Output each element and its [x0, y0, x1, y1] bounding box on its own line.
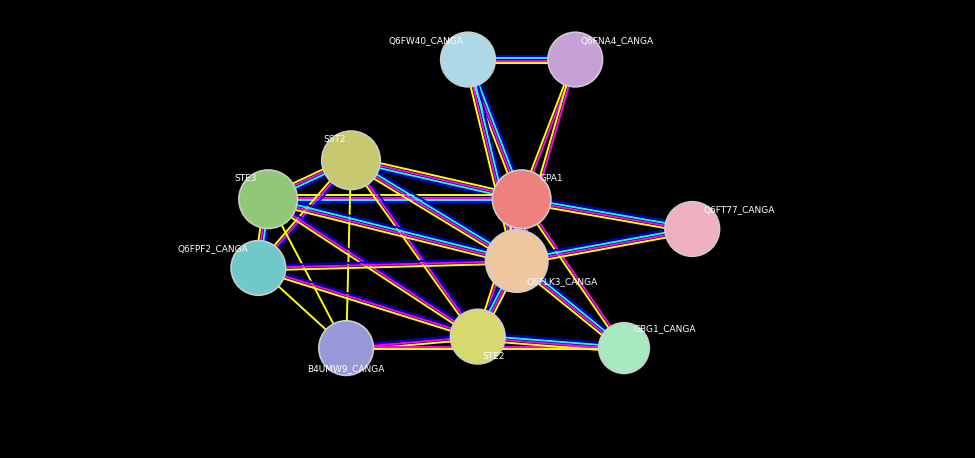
Ellipse shape [231, 240, 286, 295]
Text: STE3: STE3 [234, 174, 256, 183]
Ellipse shape [319, 321, 373, 376]
Text: Q6FT77_CANGA: Q6FT77_CANGA [704, 205, 775, 214]
Ellipse shape [599, 323, 649, 373]
Text: Q6FPF2_CANGA: Q6FPF2_CANGA [177, 244, 249, 253]
Ellipse shape [486, 230, 548, 292]
Ellipse shape [441, 32, 495, 87]
Ellipse shape [665, 202, 720, 256]
Ellipse shape [450, 309, 505, 364]
Text: Q6FW40_CANGA: Q6FW40_CANGA [388, 36, 463, 45]
Text: Q6FNA4_CANGA: Q6FNA4_CANGA [580, 36, 653, 45]
Text: SST2: SST2 [324, 135, 346, 144]
Text: B4UMW9_CANGA: B4UMW9_CANGA [307, 364, 385, 373]
Text: STE2: STE2 [483, 352, 505, 361]
Ellipse shape [548, 32, 603, 87]
Ellipse shape [492, 170, 551, 229]
Text: GBG1_CANGA: GBG1_CANGA [634, 324, 696, 333]
Text: GPA1: GPA1 [539, 174, 563, 183]
Text: Q6FLK3_CANGA: Q6FLK3_CANGA [526, 277, 598, 286]
Ellipse shape [322, 131, 380, 190]
Ellipse shape [239, 170, 297, 229]
